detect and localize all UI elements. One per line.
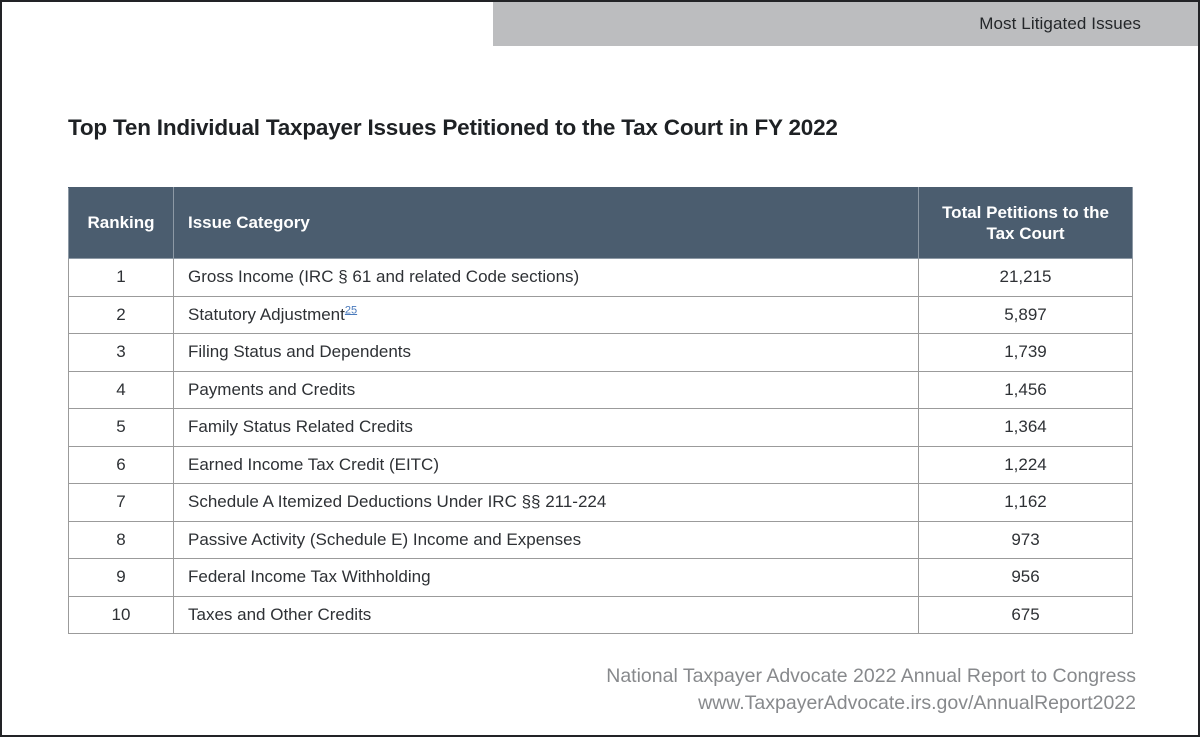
issue-cell: Gross Income (IRC § 61 and related Code … [173,258,919,297]
rank-cell: 8 [68,520,174,559]
issue-cell: Earned Income Tax Credit (EITC) [173,445,919,484]
table-row: 9 Federal Income Tax Withholding 956 [68,558,1133,597]
table-row: 7 Schedule A Itemized Deductions Under IR… [68,483,1133,522]
rank-cell: 9 [68,558,174,597]
column-header-ranking: Ranking [68,187,174,259]
issue-cell: Federal Income Tax Withholding [173,558,919,597]
table-body: 1 Gross Income (IRC § 61 and related Code… [68,258,1133,634]
section-banner-label: Most Litigated Issues [979,14,1141,33]
total-cell: 956 [918,558,1133,597]
table-row: 6 Earned Income Tax Credit (EITC) 1,224 [68,445,1133,484]
total-cell: 1,224 [918,445,1133,484]
issue-cell: Schedule A Itemized Deductions Under IRC… [173,483,919,522]
issue-cell: Taxes and Other Credits [173,595,919,634]
total-cell: 1,739 [918,333,1133,372]
total-cell: 675 [918,595,1133,634]
total-cell: 1,364 [918,408,1133,447]
table-row: 8 Passive Activity (Schedule E) Income an… [68,520,1133,559]
column-header-issue-category: Issue Category [173,187,919,259]
table-row: 5 Family Status Related Credits 1,364 [68,408,1133,447]
section-banner: Most Litigated Issues [493,2,1198,46]
total-cell: 1,456 [918,370,1133,409]
footer-line-report: National Taxpayer Advocate 2022 Annual R… [606,665,1136,687]
column-header-total-petitions: Total Petitions to the Tax Court [918,187,1133,259]
total-cell: 21,215 [918,258,1133,297]
table-row: 3 Filing Status and Dependents 1,739 [68,333,1133,372]
table-row: 1 Gross Income (IRC § 61 and related Code… [68,258,1133,297]
page-title: Top Ten Individual Taxpayer Issues Petit… [68,115,838,140]
total-cell: 1,162 [918,483,1133,522]
footer-credit: National Taxpayer Advocate 2022 Annual R… [606,663,1136,717]
issue-cell: Payments and Credits [173,370,919,409]
rank-cell: 6 [68,445,174,484]
rank-cell: 4 [68,370,174,409]
total-cell: 5,897 [918,295,1133,334]
rank-cell: 2 [68,295,174,334]
issue-cell: Statutory Adjustment25 [173,295,919,334]
rank-cell: 5 [68,408,174,447]
footnote-link[interactable]: 25 [344,304,358,317]
table-row: 4 Payments and Credits 1,456 [68,370,1133,409]
issues-table: Ranking Issue Category Total Petitions t… [68,187,1133,634]
rank-cell: 1 [68,258,174,297]
table-row: 2 Statutory Adjustment25 5,897 [68,295,1133,334]
total-cell: 973 [918,520,1133,559]
table-row: 10 Taxes and Other Credits 675 [68,595,1133,634]
table-header: Ranking Issue Category Total Petitions t… [68,187,1133,259]
rank-cell: 7 [68,483,174,522]
footer-line-url: www.TaxpayerAdvocate.irs.gov/AnnualRepor… [698,692,1136,714]
rank-cell: 10 [68,595,174,634]
issue-cell: Filing Status and Dependents [173,333,919,372]
issue-cell: Passive Activity (Schedule E) Income and… [173,520,919,559]
rank-cell: 3 [68,333,174,372]
issue-cell: Family Status Related Credits [173,408,919,447]
